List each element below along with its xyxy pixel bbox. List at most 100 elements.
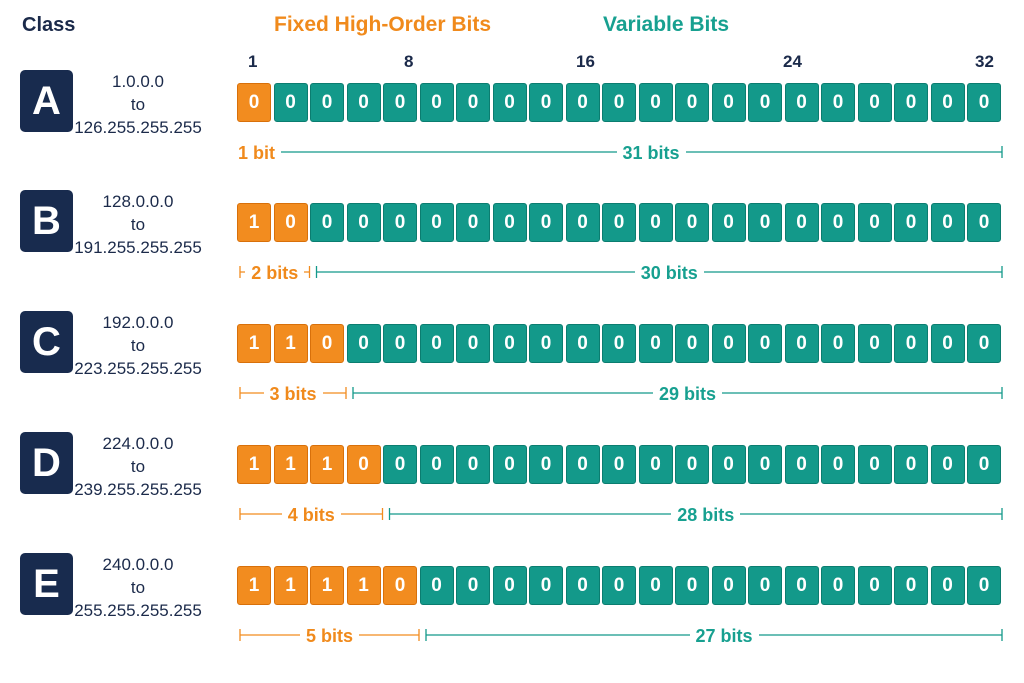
variable-bit-cell: 0 [857,566,892,605]
address-range: 240.0.0.0 to 255.255.255.255 [74,553,202,622]
variable-bit-cell: 0 [930,324,965,363]
variable-bit-cell: 0 [748,203,782,242]
variable-bit-cell: 0 [638,566,673,605]
address-range: 128.0.0.0 to 191.255.255.255 [74,190,202,259]
variable-bit-cell: 0 [310,203,344,242]
variable-bit-cell: 0 [784,445,819,484]
fixed-bits-count: 3 bits [263,384,323,405]
variable-bit-cell: 0 [492,83,527,122]
variable-bit-cell: 0 [456,324,490,363]
variable-bit-cell: 0 [638,445,673,484]
variable-bit-cell: 0 [930,566,965,605]
variable-bit-cell: 0 [346,324,381,363]
variable-bit-cell: 0 [456,203,490,242]
variable-bit-cell: 0 [456,83,490,122]
variable-bits-count: 30 bits [634,263,704,284]
variable-bit-cell: 0 [967,203,1001,242]
variable-bit-cell: 0 [529,566,563,605]
range-end: 239.255.255.255 [74,480,202,499]
bit-span-measure: 1 bit 31 bits [0,140,1024,170]
range-end: 126.255.255.255 [74,118,202,137]
fixed-bit-cell: 0 [273,203,308,242]
bit-position-32: 32 [975,52,994,71]
variable-bit-cell: 0 [638,83,673,122]
variable-bit-cell: 0 [748,324,782,363]
variable-bit-cell: 0 [857,203,892,242]
range-start: 192.0.0.0 [102,313,174,332]
measure-lines [239,629,1003,641]
variable-bit-cell: 0 [419,566,454,605]
fixed-bit-cell: 1 [273,324,308,363]
variable-bit-cell: 0 [529,83,563,122]
variable-bit-cell: 0 [638,203,673,242]
fixed-bit-cell: 1 [237,324,271,363]
variable-bit-cell: 0 [967,324,1001,363]
variable-bit-cell: 0 [784,203,819,242]
fixed-bits-count: 4 bits [281,505,341,526]
fixed-bits-header: Fixed High-Order Bits [274,13,492,36]
variable-bit-cell: 0 [310,83,344,122]
range-end: 223.255.255.255 [74,359,202,378]
measure-lines [239,146,1003,158]
variable-bit-cell: 0 [565,83,600,122]
variable-bit-cell: 0 [894,203,928,242]
variable-bit-cell: 0 [748,83,782,122]
measure-lines [239,266,1003,278]
range-end: 191.255.255.255 [74,238,202,257]
variable-bit-cell: 0 [492,324,527,363]
variable-bit-cell: 0 [492,203,527,242]
fixed-bit-cell: 1 [346,566,381,605]
range-to: to [130,578,146,597]
bit-position-16: 16 [576,52,595,71]
class-badge: A [20,70,73,132]
variable-bits-count: 28 bits [671,505,741,526]
variable-bit-cell: 0 [784,566,819,605]
fixed-bits-count: 5 bits [300,626,360,647]
address-range: 224.0.0.0 to 239.255.255.255 [74,432,202,501]
variable-bit-cell: 0 [602,83,636,122]
fixed-bit-cell: 1 [310,445,344,484]
variable-bit-cell: 0 [967,445,1001,484]
class-badge: C [20,311,73,373]
variable-bit-cell: 0 [930,445,965,484]
bit-position-8: 8 [404,52,414,71]
address-range: 192.0.0.0 to 223.255.255.255 [74,311,202,380]
bit-span-measure: 3 bits 29 bits [0,381,1024,411]
class-badge: D [20,432,73,494]
variable-bit-cell: 0 [419,83,454,122]
variable-bit-cell: 0 [346,203,381,242]
range-start: 224.0.0.0 [102,434,174,453]
fixed-bit-cell: 1 [310,566,344,605]
variable-bit-cell: 0 [383,83,417,122]
variable-bit-cell: 0 [711,83,746,122]
variable-bit-cell: 0 [784,83,819,122]
variable-bit-cell: 0 [857,445,892,484]
variable-bit-cell: 0 [492,445,527,484]
measure-lines [239,387,1003,399]
variable-bit-cell: 0 [821,566,855,605]
variable-bit-cell: 0 [894,83,928,122]
variable-bit-cell: 0 [346,83,381,122]
variable-bit-cell: 0 [784,324,819,363]
variable-bit-cell: 0 [602,566,636,605]
variable-bit-cell: 0 [383,445,417,484]
variable-bit-cell: 0 [529,445,563,484]
variable-bit-cell: 0 [930,203,965,242]
variable-bit-cell: 0 [711,445,746,484]
variable-bit-cell: 0 [565,445,600,484]
variable-bit-cell: 0 [565,324,600,363]
variable-bit-cell: 0 [930,83,965,122]
range-start: 1.0.0.0 [112,72,164,91]
measure-lines [239,508,1003,520]
range-end: 255.255.255.255 [74,601,202,620]
fixed-bit-cell: 0 [383,566,417,605]
variable-bit-cell: 0 [821,83,855,122]
variable-bit-cell: 0 [419,203,454,242]
class-badge: E [20,553,73,615]
variable-bit-cell: 0 [602,324,636,363]
